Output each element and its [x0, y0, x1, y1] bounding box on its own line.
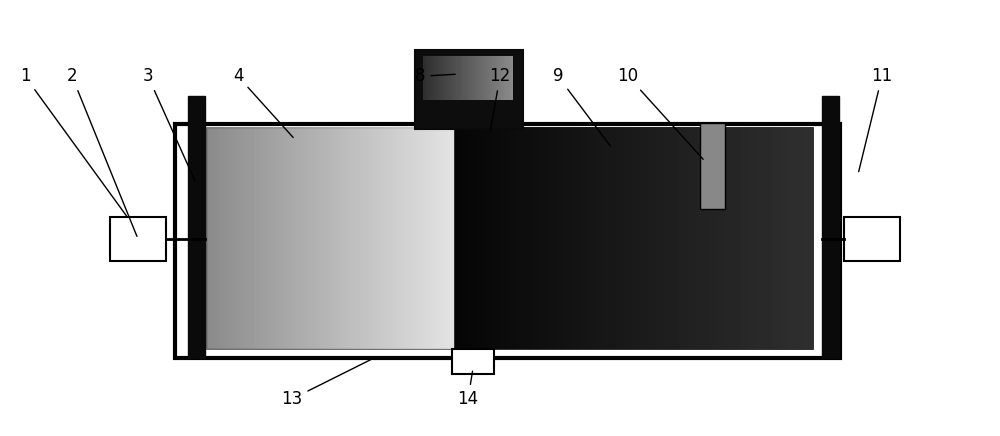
Bar	[452, 349, 494, 374]
Text: 2: 2	[67, 67, 137, 236]
Text: 9: 9	[553, 67, 610, 146]
Bar	[175, 124, 840, 358]
Bar	[822, 96, 839, 358]
Bar	[700, 123, 725, 209]
Text: 11: 11	[859, 67, 893, 172]
Bar	[188, 96, 205, 358]
Text: 14: 14	[457, 371, 479, 408]
Bar	[110, 217, 166, 261]
Text: 3: 3	[143, 67, 195, 181]
Text: 1: 1	[20, 67, 126, 216]
Text: 10: 10	[617, 67, 703, 159]
Text: 13: 13	[281, 359, 373, 408]
Bar	[455, 128, 813, 349]
Bar	[415, 50, 523, 129]
Text: 4: 4	[233, 67, 293, 137]
Bar	[207, 128, 462, 349]
Text: 8: 8	[415, 67, 455, 85]
Bar	[844, 217, 900, 261]
Text: 12: 12	[489, 67, 511, 130]
